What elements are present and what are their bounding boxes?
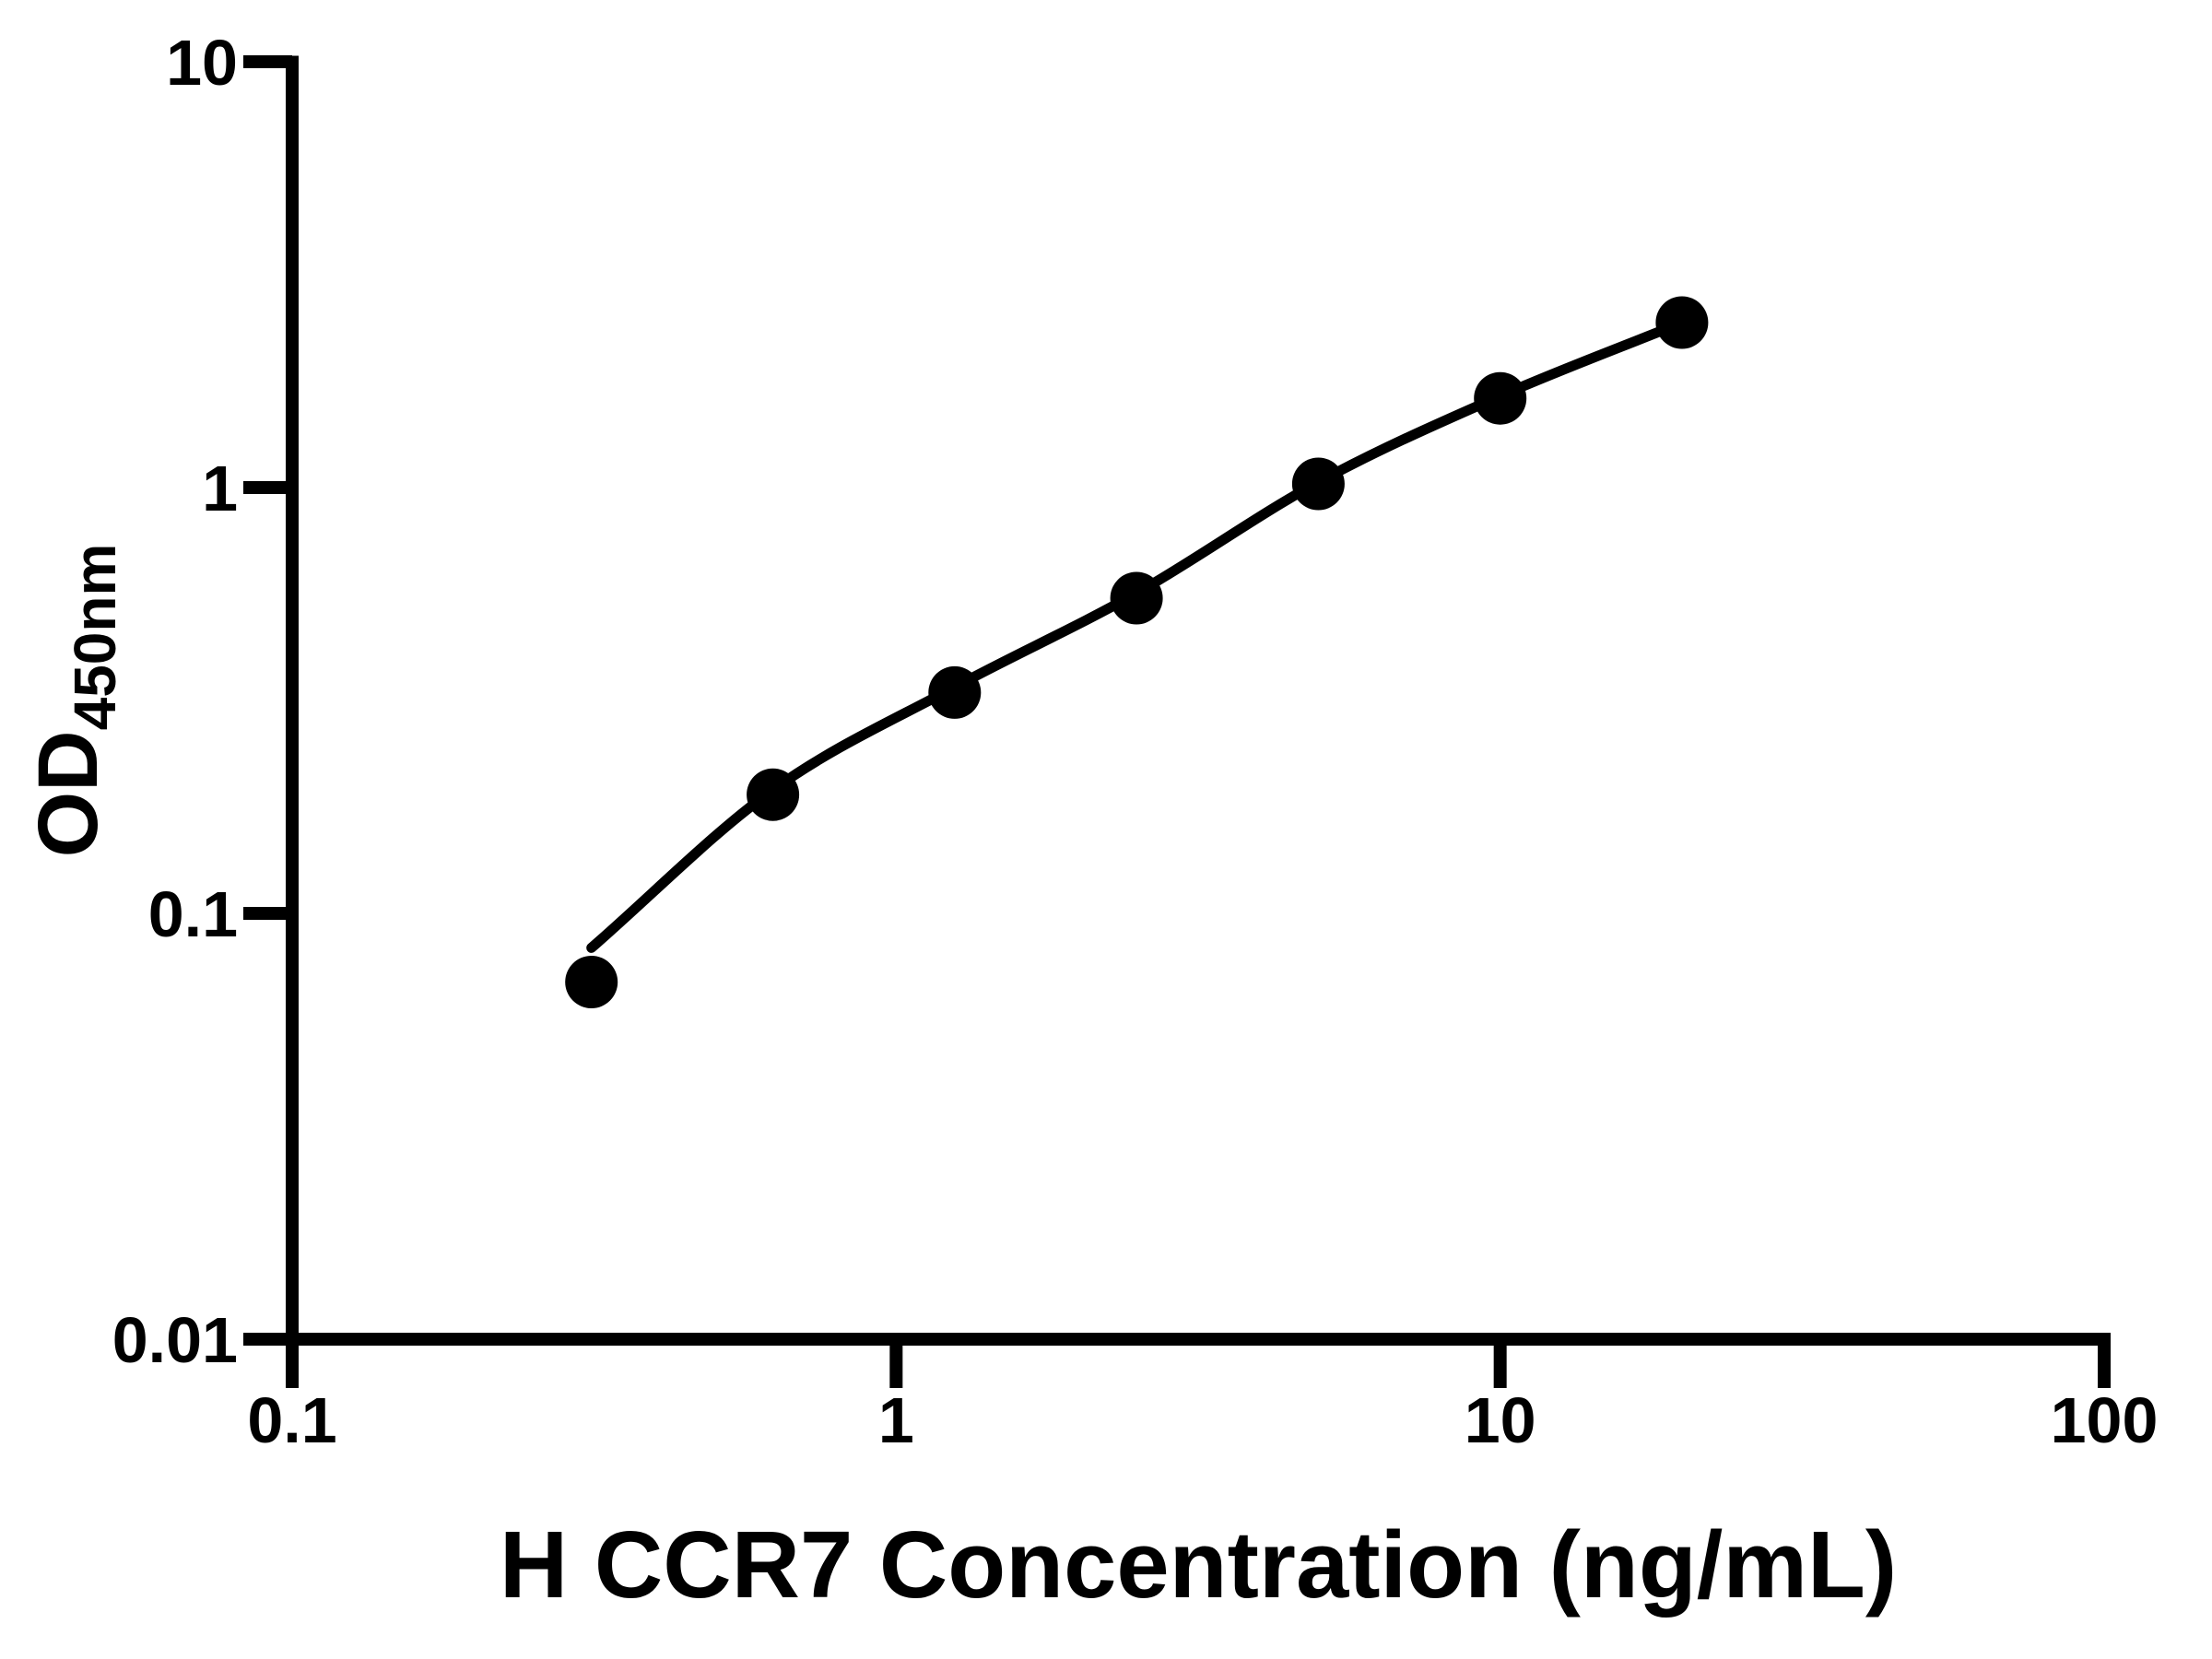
y-tick-label-10: 10 xyxy=(166,27,238,99)
data-point-0.313 xyxy=(565,956,618,1008)
data-points xyxy=(565,296,1709,1008)
tick-marks xyxy=(243,55,2111,1388)
y-axis-title: OD450nm xyxy=(21,544,128,858)
x-tick-label-1: 1 xyxy=(878,1384,914,1456)
data-point-0.625 xyxy=(747,768,800,821)
axes xyxy=(286,55,2111,1346)
data-point-1.25 xyxy=(928,665,982,719)
data-point-10 xyxy=(1474,371,1527,425)
data-point-20 xyxy=(1655,296,1709,349)
x-axis-title: H CCR7 Concentration (ng/mL) xyxy=(500,1512,1897,1618)
y-axis-title-subscript: 450nm xyxy=(62,544,128,731)
y-tick-label-1: 1 xyxy=(202,453,238,524)
x-tick-label-0.1: 0.1 xyxy=(247,1384,336,1456)
data-point-2.5 xyxy=(1110,571,1163,625)
y-tick-label-0.01: 0.01 xyxy=(112,1304,238,1376)
y-axis-title-main: OD xyxy=(21,730,115,857)
x-tick-label-10: 10 xyxy=(1465,1384,1536,1456)
y-tick-label-0.1: 0.1 xyxy=(148,878,238,950)
data-point-5 xyxy=(1291,457,1345,511)
x-tick-label-100: 100 xyxy=(2051,1384,2159,1456)
